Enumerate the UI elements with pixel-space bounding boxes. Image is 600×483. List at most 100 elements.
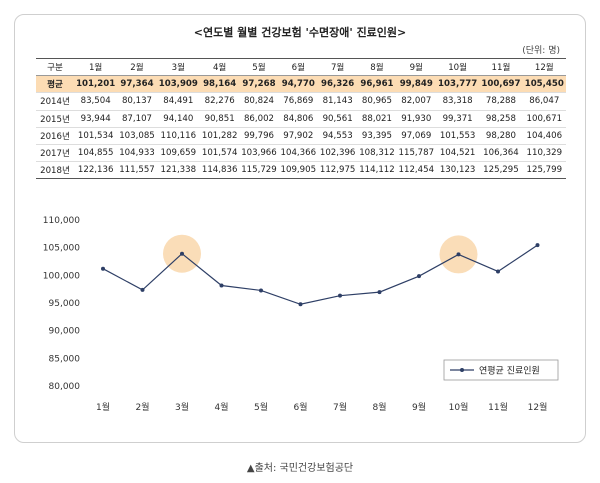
table-cell: 98,164 — [199, 75, 240, 94]
table-cell: 97,268 — [239, 75, 279, 94]
table-cell: 114,836 — [199, 161, 240, 180]
table-cell: 76,869 — [278, 92, 318, 111]
table-cell: 125,295 — [479, 161, 523, 180]
table-header-label: 구분 — [36, 57, 74, 77]
x-tick-label: 2월 — [135, 401, 149, 413]
table-cell: 121,338 — [156, 161, 200, 180]
y-tick-label: 110,000 — [43, 216, 80, 226]
table-cell: 104,406 — [522, 127, 566, 145]
table-cell: 84,806 — [278, 110, 318, 128]
table-cell: 99,371 — [435, 110, 480, 128]
table-cell: 103,909 — [156, 75, 200, 94]
legend-marker — [460, 368, 464, 372]
table-cell: 90,561 — [317, 110, 358, 128]
table-cell: 105,450 — [522, 75, 566, 94]
table-cell: 109,905 — [278, 161, 318, 180]
table-cell: 106,364 — [479, 144, 523, 163]
x-tick-label: 12월 — [528, 401, 548, 413]
table-cell: 104,521 — [435, 144, 480, 163]
data-point — [180, 251, 184, 256]
x-tick-label: 8월 — [372, 401, 386, 413]
table-cell: 93,395 — [357, 127, 397, 145]
table-row: 2014년 83,504 80,137 84,491 82,276 80,824 76,86… — [36, 92, 566, 111]
data-point — [377, 290, 382, 295]
table-header-month: 8월 — [357, 57, 397, 77]
x-tick-label: 6월 — [293, 401, 307, 413]
table-cell: 102,396 — [317, 144, 358, 163]
data-point — [417, 274, 421, 279]
table-header-month: 6월 — [278, 57, 318, 77]
table-cell: 84,491 — [156, 92, 200, 111]
legend-label: 연평균 진료인원 — [479, 366, 540, 377]
table-cell: 80,824 — [239, 92, 279, 111]
table-header-month: 9월 — [396, 57, 436, 77]
table-header-month: 10월 — [435, 57, 480, 77]
data-point — [298, 302, 303, 307]
y-tick-label: 105,000 — [43, 244, 80, 254]
chart-title: <연도별 월별 건강보험 '수면장애' 진료인원> — [193, 26, 407, 39]
table-header-month: 11월 — [479, 57, 523, 77]
table-cell: 81,143 — [317, 92, 358, 111]
x-tick-label: 7월 — [333, 401, 347, 413]
table-cell: 97,364 — [117, 75, 157, 94]
table-cell: 108,312 — [357, 144, 397, 163]
y-tick-label: 95,000 — [49, 299, 81, 309]
data-table: 구분 1월 2월 3월 4월 5월 6월 7월 8월 9월 10월 11월 12월 평균 101,201 9… — [36, 57, 566, 180]
data-point — [496, 269, 500, 274]
table-cell: 104,855 — [74, 144, 118, 163]
table-cell: 101,574 — [199, 144, 240, 163]
table-cell: 101,201 — [74, 75, 118, 94]
table-cell: 99,796 — [239, 127, 279, 145]
table-cell: 80,965 — [357, 92, 397, 111]
table-cell: 93,944 — [74, 110, 118, 128]
table-cell: 78,288 — [479, 92, 523, 111]
table-row: 2016년 101,534 103,085 110,116 101,282 99,796 9… — [36, 127, 566, 145]
y-tick-label: 90,000 — [49, 327, 81, 337]
table-cell: 110,329 — [522, 144, 566, 163]
table-cell: 87,107 — [117, 110, 157, 128]
x-tick-label: 9월 — [412, 401, 426, 413]
table-cell: 96,961 — [357, 75, 397, 94]
table-cell: 82,276 — [199, 92, 240, 111]
data-point — [101, 266, 105, 271]
table-cell: 97,902 — [278, 127, 318, 145]
y-tick-label: 100,000 — [43, 271, 80, 281]
table-cell: 103,777 — [435, 75, 480, 94]
table-cell: 104,366 — [278, 144, 318, 163]
table-cell: 100,671 — [522, 110, 566, 128]
table-row-label: 2014년 — [36, 92, 74, 111]
data-point — [535, 243, 540, 248]
series-line — [102, 244, 538, 305]
table-cell: 110,116 — [156, 127, 200, 145]
table-cell: 104,933 — [117, 144, 157, 163]
table-row-label: 2017년 — [36, 144, 74, 163]
table-header-month: 5월 — [239, 57, 279, 77]
data-point — [140, 287, 145, 292]
table-cell: 86,002 — [239, 110, 279, 128]
table-row: 평균 101,201 97,364 103,909 98,164 97,268 94,770… — [36, 75, 566, 94]
table-cell: 101,553 — [435, 127, 480, 145]
table-cell: 86,047 — [522, 92, 566, 111]
table-cell: 82,007 — [396, 92, 436, 111]
table-header-month: 2월 — [117, 57, 157, 77]
unit-label: (단위: 명) — [522, 46, 560, 56]
table-cell: 111,557 — [117, 161, 157, 180]
x-tick-label: 4월 — [214, 401, 228, 413]
table-row-label: 2018년 — [36, 161, 74, 180]
table-row-label: 2016년 — [36, 127, 74, 145]
table-cell: 112,975 — [317, 161, 358, 180]
x-tick-label: 5월 — [254, 401, 268, 413]
table-header-month: 12월 — [522, 57, 566, 77]
table-row-label: 2015년 — [36, 110, 74, 128]
table-cell: 91,930 — [396, 110, 436, 128]
y-tick-label: 80,000 — [49, 382, 81, 392]
table-row: 2017년 104,855 104,933 109,659 101,574 103,966… — [36, 144, 566, 163]
table-cell: 112,454 — [396, 161, 436, 180]
table-cell: 83,318 — [435, 92, 480, 111]
y-tick-label: 85,000 — [49, 354, 81, 364]
table-cell: 114,112 — [357, 161, 397, 180]
table-cell: 130,123 — [435, 161, 480, 180]
x-tick-label: 10월 — [449, 401, 469, 413]
x-tick-label: 3월 — [175, 401, 189, 413]
table-cell: 122,136 — [74, 161, 118, 180]
